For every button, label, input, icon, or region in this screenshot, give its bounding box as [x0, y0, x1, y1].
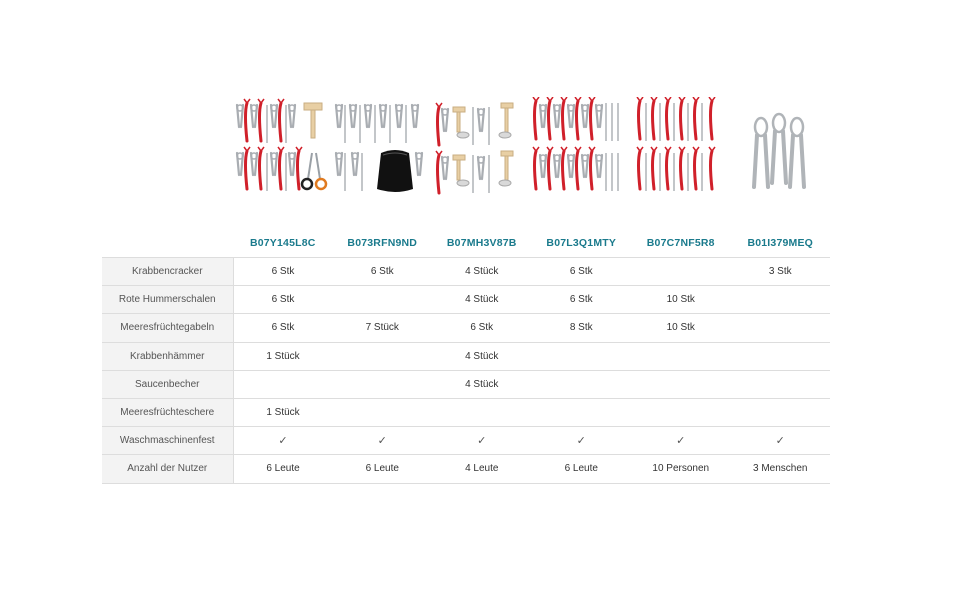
row-label: Anzahl der Nutzer	[102, 454, 234, 484]
cell: 4 Leute	[432, 454, 532, 484]
cell: 10 Stk	[631, 285, 731, 315]
crackers-forks-pouch-icon	[335, 103, 424, 192]
row-rote-hummerschalen: Rote Hummerschalen 6 Stk 4 Stück 6 Stk 1…	[102, 285, 830, 315]
product-image-6[interactable]	[731, 96, 831, 196]
crackers-mallets-sauce-cups-icon	[434, 101, 514, 195]
check-icon: ✓	[631, 426, 731, 456]
cell: 4 Stück	[432, 285, 532, 315]
check-icon: ✓	[730, 426, 830, 456]
asin-link[interactable]: B07C7NF5R8	[646, 237, 715, 249]
product-image-5[interactable]	[631, 96, 731, 196]
cell: 6 Stk	[531, 285, 631, 315]
cell: 1 Stück	[233, 398, 333, 428]
cell: 6 Leute	[332, 454, 432, 484]
cell	[332, 398, 432, 428]
row-label: Saucenbecher	[102, 370, 234, 399]
cell: 10 Stk	[631, 313, 731, 343]
cell: 6 Stk	[233, 256, 333, 287]
cell: 6 Stk	[531, 256, 631, 287]
crackers-forks-mallets-scissors-icon	[235, 97, 327, 192]
cell: 6 Stk	[233, 313, 333, 343]
check-icon: ✓	[233, 426, 333, 456]
row-waschmaschinenfest: Waschmaschinenfest ✓ ✓ ✓ ✓ ✓ ✓	[102, 426, 830, 456]
row-label: Meeresfrüchteschere	[102, 398, 234, 428]
product-image-3[interactable]	[432, 96, 532, 196]
asin-link[interactable]: B01I379MEQ	[747, 237, 814, 249]
cell	[730, 342, 830, 371]
cell	[531, 370, 631, 399]
cell	[332, 285, 432, 315]
check-icon: ✓	[531, 426, 631, 456]
cell	[233, 370, 333, 399]
row-meeresfruechtegabeln: Meeresfrüchtegabeln 6 Stk 7 Stück 6 Stk …	[102, 313, 830, 343]
asin-link[interactable]: B073RFN9ND	[347, 237, 418, 249]
cell	[730, 370, 830, 399]
cell: 6 Stk	[332, 256, 432, 287]
cell: 1 Stück	[233, 342, 333, 371]
cell: 10 Personen	[631, 454, 731, 484]
product-image-4[interactable]	[532, 96, 632, 196]
row-anzahl-der-nutzer: Anzahl der Nutzer 6 Leute 6 Leute 4 Leut…	[102, 454, 830, 484]
crackers-red-shellers-forks-icon	[532, 97, 619, 192]
cell	[730, 285, 830, 315]
cell: 8 Stk	[531, 313, 631, 343]
comparison-table: B07Y145L8C B073RFN9ND B07MH3V87B B07L3Q1…	[102, 229, 830, 484]
row-label: Krabbenhämmer	[102, 342, 234, 371]
cell	[531, 342, 631, 371]
check-icon: ✓	[432, 426, 532, 456]
product-images-row	[233, 96, 830, 196]
cell	[730, 398, 830, 428]
cell: 6 Leute	[531, 454, 631, 484]
cell	[730, 313, 830, 343]
header-spacer	[102, 229, 233, 258]
cell	[332, 342, 432, 371]
cell	[332, 370, 432, 399]
asin-link[interactable]: B07MH3V87B	[446, 237, 517, 249]
cell: 4 Stück	[432, 342, 532, 371]
cell: 3 Menschen	[730, 454, 830, 484]
row-krabbencracker: Krabbencracker 6 Stk 6 Stk 4 Stück 6 Stk…	[102, 256, 830, 287]
three-crackers-icon	[752, 112, 807, 189]
cell	[631, 256, 731, 287]
cell: 6 Leute	[233, 454, 333, 484]
cell: 6 Stk	[233, 285, 333, 315]
row-label: Waschmaschinenfest	[102, 426, 234, 456]
cell: 3 Stk	[730, 256, 830, 287]
cell: 7 Stück	[332, 313, 432, 343]
comparison-chart: B07Y145L8C B073RFN9ND B07MH3V87B B07L3Q1…	[102, 96, 830, 484]
cell	[631, 342, 731, 371]
cell: 4 Stück	[432, 370, 532, 399]
cell	[631, 398, 731, 428]
row-label: Krabbencracker	[102, 256, 234, 287]
red-shellers-forks-icon	[635, 97, 717, 192]
cell: 6 Stk	[432, 313, 532, 343]
row-krabbenhaemmer: Krabbenhämmer 1 Stück 4 Stück	[102, 342, 830, 371]
check-icon: ✓	[332, 426, 432, 456]
cell	[432, 398, 532, 428]
row-saucenbecher: Saucenbecher 4 Stück	[102, 370, 830, 399]
cell	[531, 398, 631, 428]
row-label: Meeresfrüchtegabeln	[102, 313, 234, 343]
cell	[631, 370, 731, 399]
cell: 4 Stück	[432, 256, 532, 287]
product-image-1[interactable]	[233, 96, 333, 196]
product-image-2[interactable]	[333, 96, 433, 196]
asin-header-row: B07Y145L8C B073RFN9ND B07MH3V87B B07L3Q1…	[102, 229, 830, 258]
row-label: Rote Hummerschalen	[102, 285, 234, 315]
row-meeresfruechteschere: Meeresfrüchteschere 1 Stück	[102, 398, 830, 428]
asin-link[interactable]: B07L3Q1MTY	[546, 237, 617, 249]
asin-link[interactable]: B07Y145L8C	[249, 237, 316, 249]
